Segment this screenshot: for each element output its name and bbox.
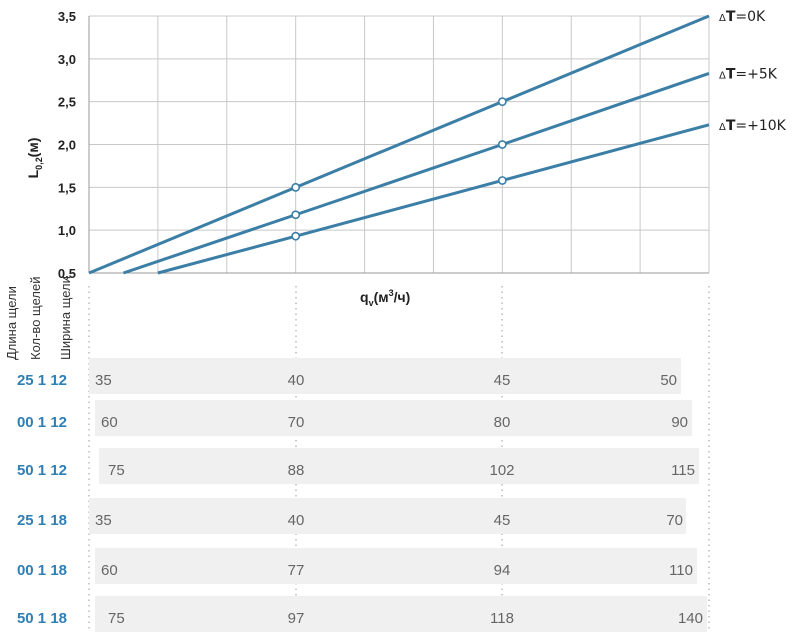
axis-titles: L0,2(м) qv(м3/ч) (25, 138, 410, 308)
table-cell: 118 (490, 610, 514, 627)
table-cell: 45 (494, 512, 511, 529)
series-markers (291, 97, 507, 241)
y-tick-label: 1,5 (58, 180, 76, 195)
table-row-band (95, 400, 692, 436)
table-cell: 40 (288, 372, 305, 389)
table-headers: Длина щели Кол-во щелей Ширина щели (4, 276, 73, 360)
table-cell: 88 (288, 462, 305, 479)
table-cell: 115 (671, 462, 695, 479)
table-column-header: Кол-во щелей (28, 277, 43, 360)
y-tick-label: 3,0 (58, 52, 76, 67)
table-cell: 35 (95, 372, 112, 389)
table-row-key: 25 1 12 (17, 372, 67, 389)
y-tick-label: 2,0 (58, 138, 76, 153)
series-lines (88, 14, 710, 275)
table-cell: 35 (95, 512, 112, 529)
table-row-key: 50 1 12 (17, 462, 67, 479)
table-cell: 90 (671, 414, 688, 431)
table-bands (89, 358, 707, 632)
table-row-keys: 25 1 12 00 1 12 50 1 12 25 1 18 00 1 18 50 1 … (17, 372, 67, 627)
table-column-header: Ширина щели (58, 276, 73, 360)
series-line (88, 14, 710, 275)
table-row-key: 50 1 18 (17, 610, 67, 627)
legend-label: ΔT=+10K (719, 118, 787, 134)
legend-label: ΔT=0K (719, 9, 766, 25)
table-row-key: 00 1 18 (17, 562, 67, 579)
table-row-key: 25 1 18 (17, 512, 67, 529)
table-cell: 97 (288, 610, 305, 627)
table-row-band (95, 548, 697, 584)
series-line (122, 71, 710, 275)
data-point (497, 97, 507, 107)
data-point (291, 182, 301, 192)
table-cell: 75 (108, 610, 125, 627)
table-cell: 77 (288, 562, 305, 579)
y-tick-label: 2,5 (58, 95, 76, 110)
x-axis-title: qv(м3/ч) (360, 288, 410, 308)
table-row-band (89, 498, 686, 534)
y-tick-label: 3,5 (58, 9, 76, 24)
y-tick-label: 1,0 (58, 223, 76, 238)
table-cell: 70 (288, 414, 305, 431)
table-cell: 102 (489, 462, 514, 479)
data-point (291, 210, 301, 220)
table-row-band (89, 358, 681, 394)
y-axis-title: L0,2(м) (25, 138, 44, 179)
y-axis-ticks: 3,5 3,0 2,5 2,0 1,5 1,0 0,5 (58, 9, 76, 281)
table-row-band (99, 448, 699, 484)
table-cell: 50 (660, 372, 677, 389)
legend: ΔT=0K ΔT=+5K ΔT=+10K (719, 9, 787, 134)
data-point (497, 140, 507, 149)
y-tick-label: 0,5 (58, 266, 76, 281)
table-cell: 80 (494, 414, 511, 431)
data-point (497, 176, 507, 185)
table-row-band (95, 596, 707, 632)
table-cell: 40 (288, 512, 305, 529)
table-cell: 140 (678, 610, 703, 627)
legend-label: ΔT=+5K (719, 66, 778, 82)
table-cell: 60 (101, 562, 118, 579)
table-cell: 94 (494, 562, 511, 579)
table-cell: 110 (669, 562, 693, 579)
series-line (157, 123, 710, 275)
table-cell: 70 (666, 512, 683, 529)
table-cell: 60 (101, 414, 118, 431)
table-row-key: 00 1 12 (17, 414, 67, 431)
table-cell: 75 (108, 462, 125, 479)
table-column-header: Длина щели (4, 286, 19, 360)
table-cell: 45 (494, 372, 511, 389)
data-point (291, 231, 301, 241)
table-cells: 35 40 45 50 60 70 80 90 75 88 102 115 35 40 45 70 60 77 94… (95, 372, 703, 627)
